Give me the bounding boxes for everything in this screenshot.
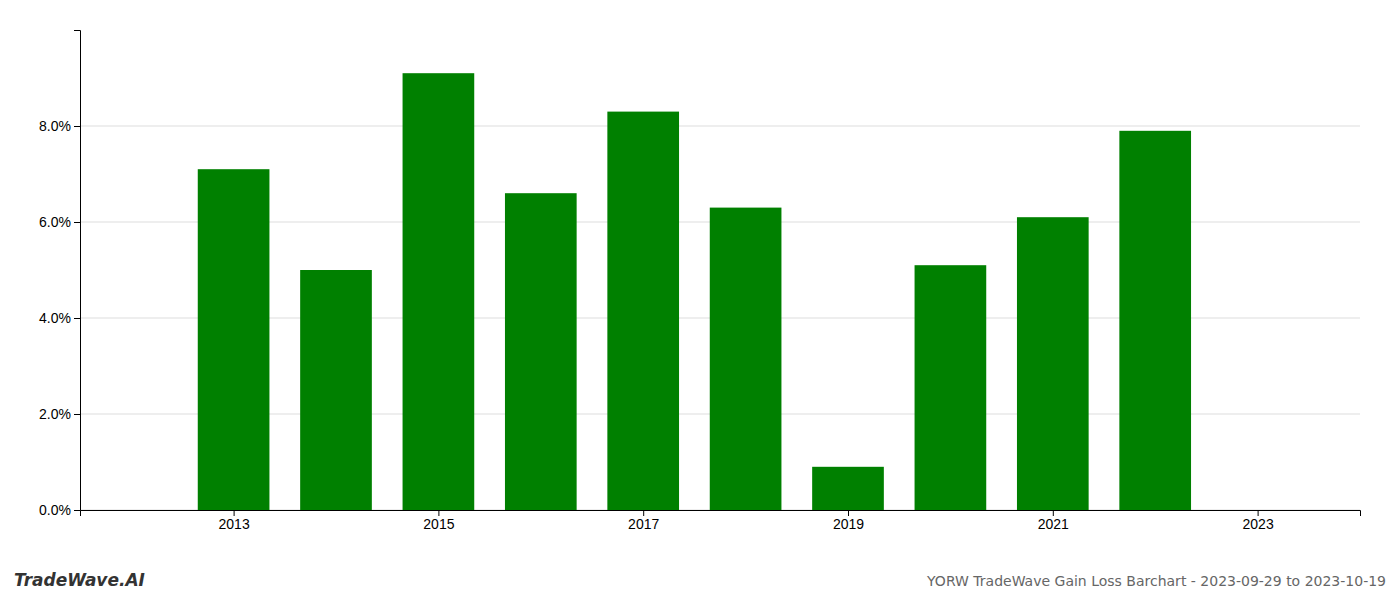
bar [198, 169, 270, 510]
x-axis: 2013 2015 2017 2019 2021 2023 [81, 510, 1361, 532]
y-tick-mark [74, 126, 80, 127]
footer-left: TradeWave.AI [14, 570, 145, 590]
bar [1119, 131, 1191, 510]
y-tick-mark [74, 414, 80, 415]
y-tick-label: 6.0% [39, 214, 71, 230]
bar [710, 208, 782, 510]
bar [505, 193, 577, 510]
plot: 2013 2015 2017 2019 2021 2023 0.0% 2.0% 4.0% 6.0%… [39, 31, 1360, 532]
x-tick: 2021 [1038, 510, 1069, 532]
x-tick: 2017 [628, 510, 659, 532]
x-axis-line [81, 511, 1361, 517]
bar [812, 467, 884, 510]
bar [915, 265, 987, 510]
grid-line [80, 126, 1360, 127]
x-tick-label: 2023 [1243, 516, 1274, 532]
bar [1017, 217, 1089, 510]
bar [403, 73, 475, 510]
x-tick: 2013 [219, 510, 250, 532]
y-tick-label: 8.0% [39, 118, 71, 134]
y-tick-label: 2.0% [39, 406, 71, 422]
x-tick-label: 2021 [1038, 516, 1069, 532]
y-tick: 6.0% [39, 214, 80, 230]
y-tick: 8.0% [39, 118, 80, 134]
y-axis-line [74, 31, 81, 511]
x-tick: 2019 [833, 510, 864, 532]
bar [300, 270, 372, 510]
grid [80, 126, 1360, 510]
x-tick: 2023 [1243, 510, 1274, 532]
x-tick-label: 2017 [628, 516, 659, 532]
y-tick-label: 4.0% [39, 310, 71, 326]
y-tick: 4.0% [39, 310, 80, 326]
y-tick: 0.0% [39, 502, 80, 518]
y-tick-mark [74, 222, 80, 223]
footer-right: YORW TradeWave Gain Loss Barchart - 2023… [926, 573, 1386, 589]
bars [198, 73, 1191, 510]
y-tick-mark [74, 510, 80, 511]
y-tick-label: 0.0% [39, 502, 71, 518]
y-tick: 2.0% [39, 406, 80, 422]
x-tick-label: 2013 [219, 516, 250, 532]
y-tick-mark [74, 318, 80, 319]
x-tick: 2015 [423, 510, 454, 532]
x-tick-label: 2015 [423, 516, 454, 532]
chart: 2013 2015 2017 2019 2021 2023 0.0% 2.0% 4.0% 6.0%… [0, 0, 1400, 600]
y-axis: 0.0% 2.0% 4.0% 6.0% 8.0% [39, 31, 80, 518]
bar [607, 112, 679, 510]
x-tick-label: 2019 [833, 516, 864, 532]
